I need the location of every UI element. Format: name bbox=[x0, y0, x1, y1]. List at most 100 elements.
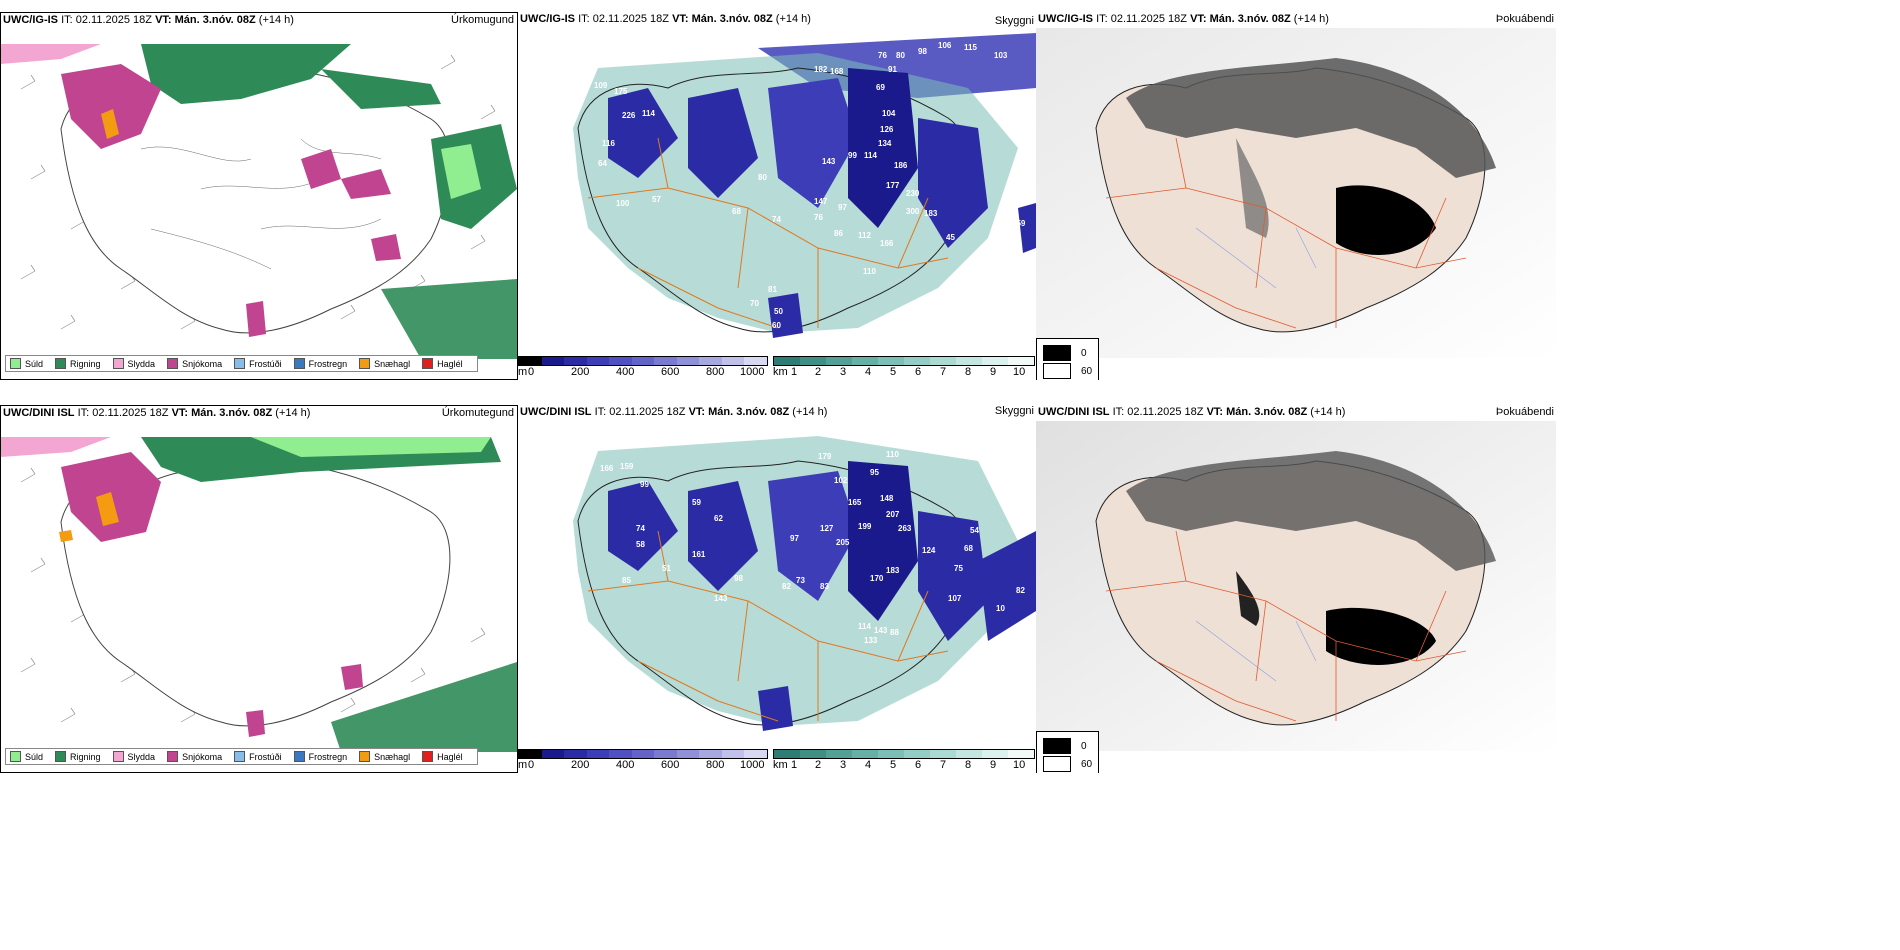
colorbar-tick: 4 bbox=[865, 759, 872, 771]
vt-label: VT: bbox=[688, 406, 706, 418]
vis-number: 85 bbox=[622, 576, 631, 585]
vis-number: 57 bbox=[652, 195, 661, 204]
vis-number: 183 bbox=[924, 209, 938, 218]
vis-number: 95 bbox=[870, 468, 879, 477]
lead-time: (+14 h) bbox=[275, 407, 311, 419]
vis-number: 112 bbox=[858, 231, 871, 240]
legend-label: Frostúði bbox=[249, 751, 282, 762]
it-label: IT: bbox=[1112, 406, 1125, 418]
vis-number: 107 bbox=[948, 594, 962, 603]
legend-item: Rigning bbox=[55, 751, 101, 762]
fog-legend: 0 60 bbox=[1036, 338, 1100, 380]
colorbar-segment bbox=[609, 750, 632, 758]
vis-number: 170 bbox=[870, 574, 884, 583]
legend-swatch bbox=[167, 751, 179, 762]
it-value: 02.11.2025 18Z bbox=[92, 407, 169, 419]
vis-number: 83 bbox=[820, 582, 829, 591]
colorbar-segment bbox=[564, 750, 587, 758]
colorbar-segment bbox=[1008, 357, 1034, 365]
colorbar-tick: 800 bbox=[706, 759, 725, 771]
cloud-base-colorbar: m 0 200 400 600 800 1000 bbox=[518, 356, 768, 378]
road-network bbox=[1105, 137, 1467, 329]
colorbar-segment bbox=[904, 750, 930, 758]
vis-number: 103 bbox=[994, 51, 1008, 60]
colorbar-segment bbox=[800, 357, 826, 365]
vis-number: 161 bbox=[692, 550, 706, 559]
vis-number: 104 bbox=[882, 109, 896, 118]
lead-time: (+14 h) bbox=[1293, 13, 1329, 25]
legend-item: Snjókoma bbox=[167, 358, 222, 369]
colorbar-tick: 6 bbox=[915, 759, 922, 771]
vis-number: 58 bbox=[636, 540, 645, 549]
vis-number: 97 bbox=[838, 203, 847, 212]
legend-item: Frostregn bbox=[293, 358, 347, 369]
vis-number: 88 bbox=[890, 628, 899, 637]
visibility-map: 76 110 179 95 148 207 263 165 127 199 20… bbox=[518, 421, 1036, 741]
colorbar-segment bbox=[826, 357, 852, 365]
vis-number: 81 bbox=[768, 285, 777, 294]
road-network bbox=[1105, 530, 1467, 722]
legend-label: Frostregn bbox=[308, 751, 348, 762]
cloud-visibility-panel-bottom: UWC/DINI ISL IT: 02.11.2025 18Z VT: Mán.… bbox=[518, 405, 1036, 773]
legend-swatch bbox=[359, 358, 371, 369]
colorbar-gradient bbox=[773, 749, 1035, 759]
vis-number: 143 bbox=[874, 626, 888, 635]
it-value: 02.11.2025 18Z bbox=[1110, 13, 1187, 25]
visibility-labels: 76 80 98 106 115 103 182 168 91 69 104 1… bbox=[594, 41, 1026, 330]
vis-number: 54 bbox=[970, 526, 979, 535]
legend-item: Frostúði bbox=[234, 751, 282, 762]
colorbar-tick: 5 bbox=[890, 759, 897, 771]
vt-value: Mán. 3.nóv. 08Z bbox=[191, 407, 273, 419]
legend-swatch bbox=[359, 751, 371, 762]
vis-number: 230 bbox=[906, 189, 920, 198]
vis-number: 76 bbox=[878, 51, 887, 60]
legend-label: Haglél bbox=[437, 358, 463, 369]
colorbar-ticks: m 0 200 400 600 800 1000 bbox=[518, 759, 768, 771]
legend-item: Frostúði bbox=[234, 358, 282, 369]
vis-number: 99 bbox=[848, 151, 857, 160]
legend-label: Frostúði bbox=[249, 358, 282, 369]
colorbar-segment bbox=[654, 750, 677, 758]
vis-number: 69 bbox=[876, 83, 885, 92]
fog-panel-bottom: UWC/DINI ISL IT: 02.11.2025 18Z VT: Mán.… bbox=[1036, 405, 1900, 773]
lead-time: (+14 h) bbox=[792, 406, 828, 418]
colorbar-tick: 0 bbox=[528, 759, 535, 771]
legend-label: Snæhagl bbox=[374, 751, 411, 762]
vis-number: 10 bbox=[996, 604, 1005, 613]
colorbar-segment bbox=[982, 750, 1008, 758]
vis-number: 76 bbox=[874, 436, 883, 445]
colorbar-segment bbox=[878, 357, 904, 365]
colorbar-segment bbox=[564, 357, 587, 365]
fog-legend-label: 60 bbox=[1081, 758, 1093, 770]
colorbar-tick: 10 bbox=[1013, 366, 1026, 378]
panel-header: UWC/DINI ISL IT: 02.11.2025 18Z VT: Mán.… bbox=[3, 407, 310, 420]
cloud-visibility-panel-top: UWC/IG-IS IT: 02.11.2025 18Z VT: Mán. 3.… bbox=[518, 12, 1036, 380]
visibility-colorbar: km 1 2 3 4 5 6 7 8 9 10 bbox=[773, 749, 1035, 771]
legend-label: Súld bbox=[25, 751, 44, 762]
model-name: UWC/DINI ISL bbox=[1038, 406, 1110, 418]
legend-swatch bbox=[234, 751, 246, 762]
fog-legend-item: 0 bbox=[1043, 738, 1092, 754]
vis-number: 179 bbox=[818, 452, 832, 461]
vis-number: 116 bbox=[602, 139, 615, 148]
colorbar-tick: 10 bbox=[1013, 759, 1026, 771]
vis-number: 62 bbox=[714, 514, 723, 523]
colorbar-segment bbox=[699, 750, 722, 758]
vis-number: 159 bbox=[1012, 219, 1026, 228]
vis-number: 207 bbox=[886, 510, 900, 519]
colorbar-segment bbox=[826, 750, 852, 758]
road-network bbox=[587, 137, 949, 329]
colorbar-tick: 4 bbox=[865, 366, 872, 378]
colorbar-tick: 8 bbox=[965, 366, 972, 378]
colorbar-segment bbox=[852, 750, 878, 758]
vis-number: 143 bbox=[714, 594, 728, 603]
panel-header: UWC/IG-IS IT: 02.11.2025 18Z VT: Mán. 3.… bbox=[1038, 13, 1329, 26]
colorbar-segment bbox=[676, 750, 700, 758]
colorbar-segment bbox=[744, 357, 768, 365]
visibility-map: 76 80 98 106 115 103 182 168 91 69 104 1… bbox=[518, 28, 1036, 348]
legend-label: Súld bbox=[25, 358, 44, 369]
vis-number: 74 bbox=[636, 524, 645, 533]
visibility-colorbar: km 1 2 3 4 5 6 7 8 9 10 bbox=[773, 356, 1035, 378]
vis-number: 99 bbox=[640, 480, 649, 489]
vis-number: 177 bbox=[886, 181, 900, 190]
